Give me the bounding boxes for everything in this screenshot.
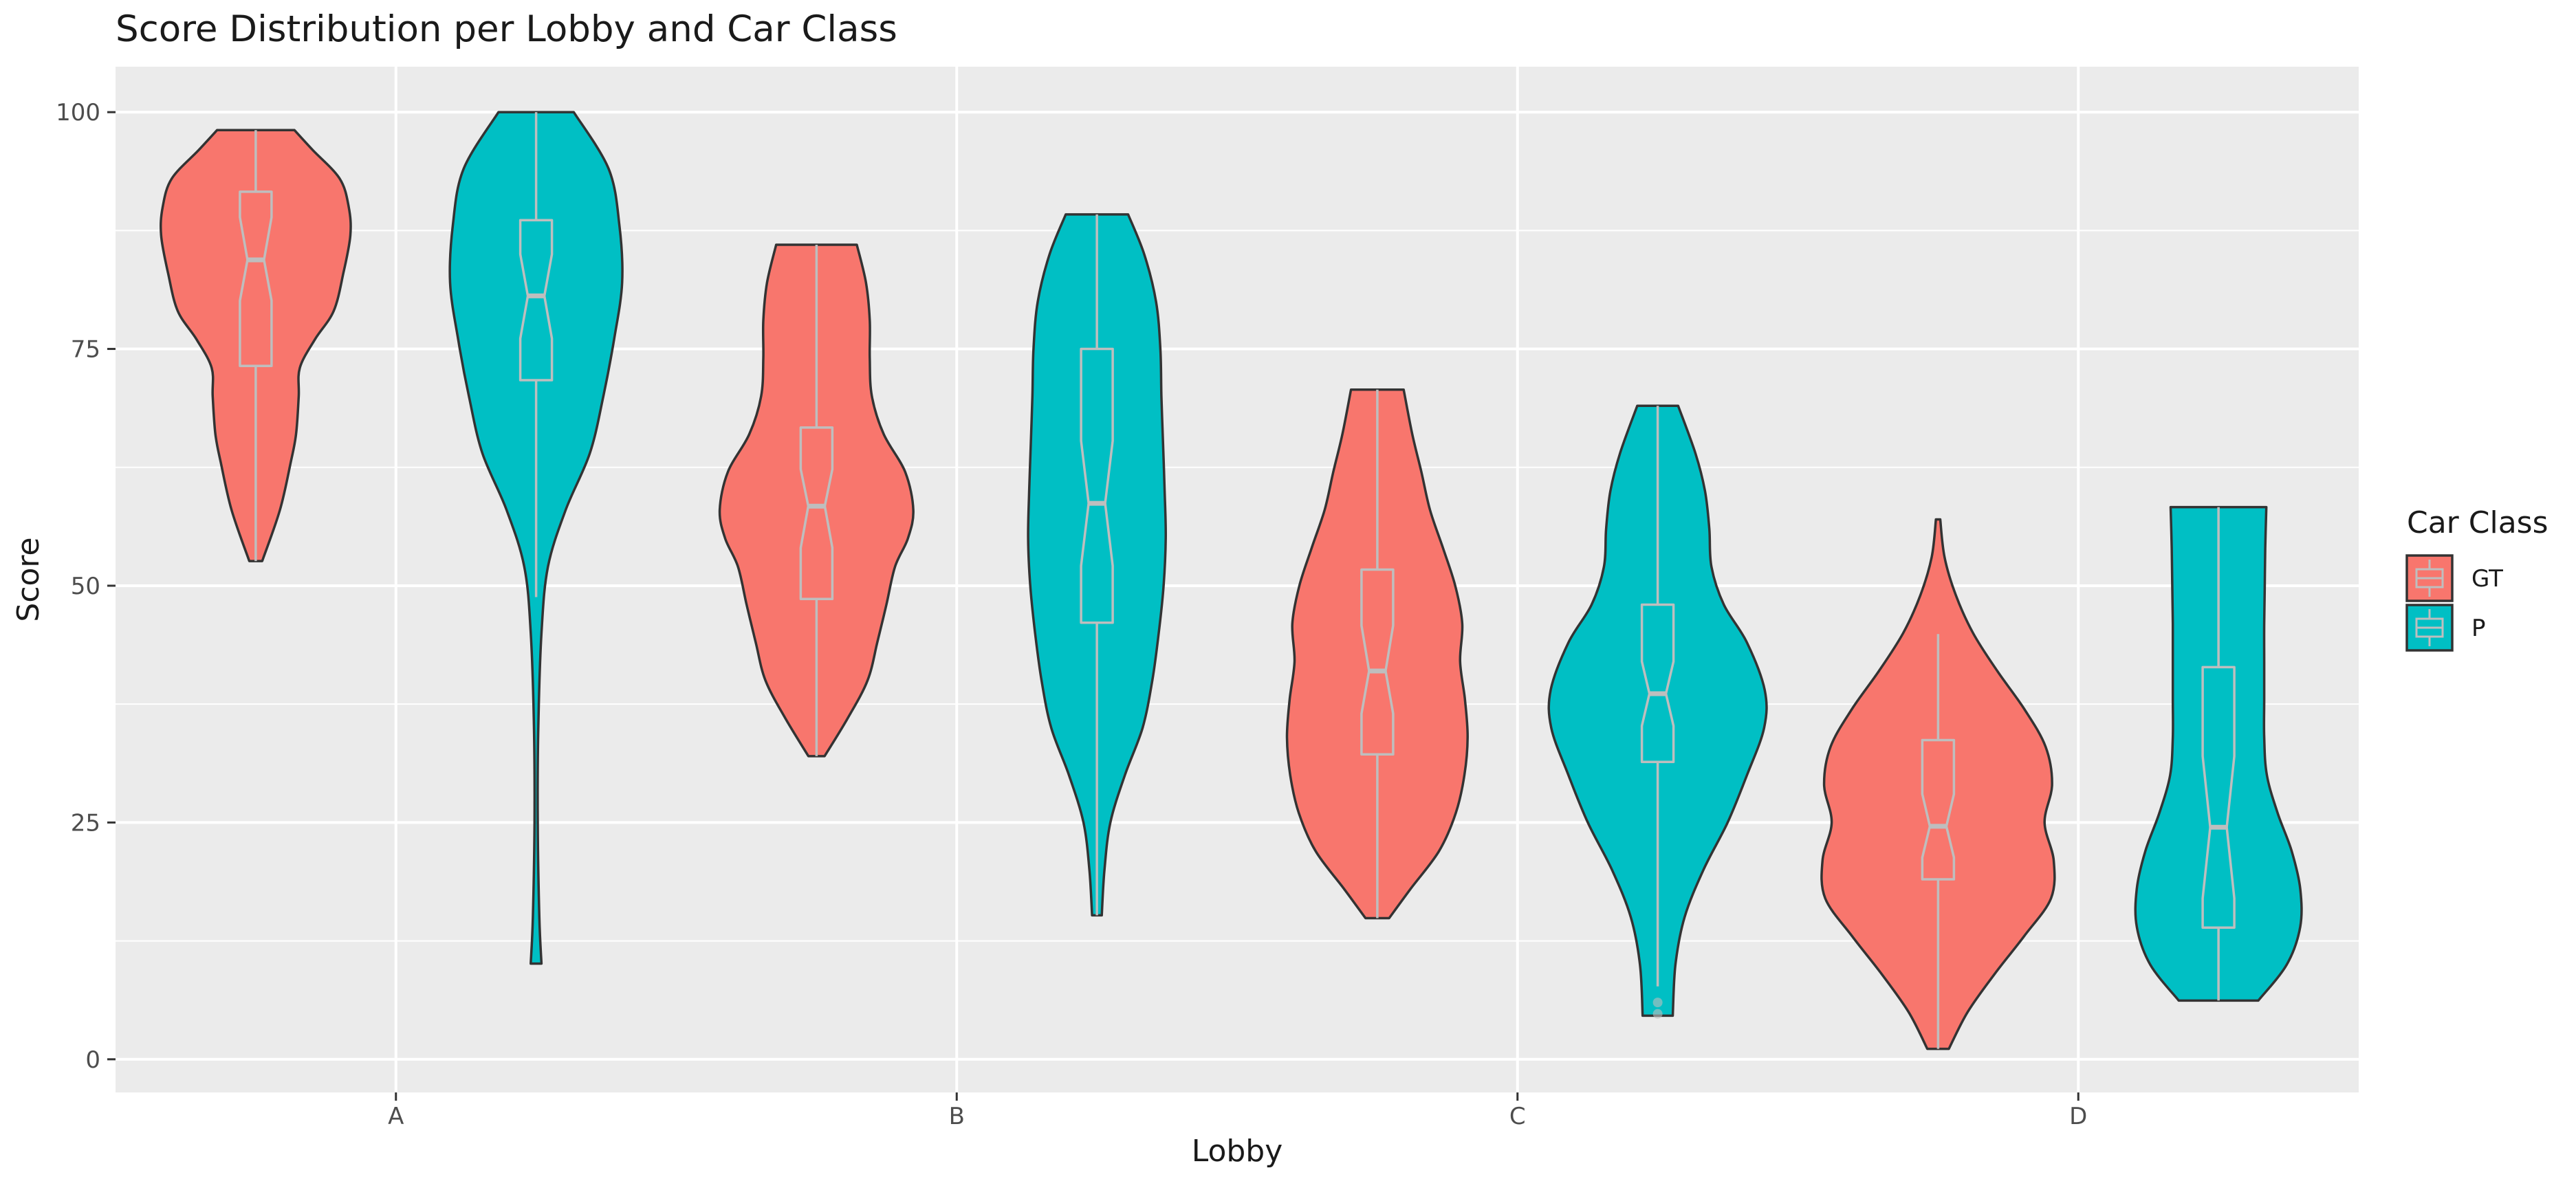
x-tick-label: D	[2069, 1103, 2087, 1130]
notched-box	[1921, 738, 1956, 881]
violin-body	[1027, 213, 1167, 917]
legend: Car Class GT P	[2405, 505, 2548, 652]
notched-box	[1360, 568, 1395, 756]
x-tick-label: B	[949, 1103, 965, 1130]
notched-box	[1640, 603, 1675, 763]
violin-body	[2134, 505, 2303, 1002]
y-axis: 0 25 50 75 100	[56, 99, 116, 1074]
violin-P-A	[448, 111, 624, 965]
y-tick-label: 100	[56, 99, 100, 126]
violin-GT-C	[1285, 388, 1469, 920]
violin-GT-A	[159, 129, 352, 562]
y-tick-label: 0	[85, 1046, 100, 1074]
legend-title: Car Class	[2407, 505, 2548, 540]
violin-P-B	[1027, 213, 1167, 917]
legend-label-P: P	[2471, 615, 2486, 642]
violin-body	[1285, 388, 1469, 920]
y-tick-label: 75	[71, 336, 100, 364]
y-tick-label: 50	[71, 573, 100, 600]
notched-box	[799, 426, 834, 600]
legend-key-P: P	[2405, 604, 2486, 652]
chart-title: Score Distribution per Lobby and Car Cla…	[116, 8, 897, 50]
violin-P-D	[2134, 505, 2303, 1002]
violin-P-C	[1547, 404, 1768, 1019]
x-axis-title: Lobby	[1192, 1134, 1283, 1169]
legend-label-GT: GT	[2471, 565, 2503, 593]
notched-box	[239, 190, 273, 368]
x-axis: A B C D	[388, 1092, 2087, 1130]
y-axis-title: Score	[11, 537, 46, 622]
x-tick-label: A	[388, 1103, 404, 1130]
violin-GT-B	[718, 243, 915, 758]
violin-body	[159, 129, 352, 562]
violins	[159, 111, 2303, 1050]
notched-box	[1080, 347, 1114, 624]
legend-keys: GT P	[2405, 554, 2503, 652]
y-tick-label: 25	[71, 809, 100, 837]
outlier-point	[1652, 998, 1663, 1008]
violin-GT-D	[1820, 518, 2056, 1050]
violin-body	[1820, 518, 2056, 1050]
notched-box	[519, 219, 554, 382]
legend-key-GT: GT	[2405, 554, 2503, 602]
x-tick-label: C	[1509, 1103, 1526, 1130]
violin-body	[718, 243, 915, 758]
notched-box	[2201, 666, 2236, 930]
violin-body	[1547, 404, 1768, 1018]
outlier-point	[1652, 1009, 1663, 1019]
